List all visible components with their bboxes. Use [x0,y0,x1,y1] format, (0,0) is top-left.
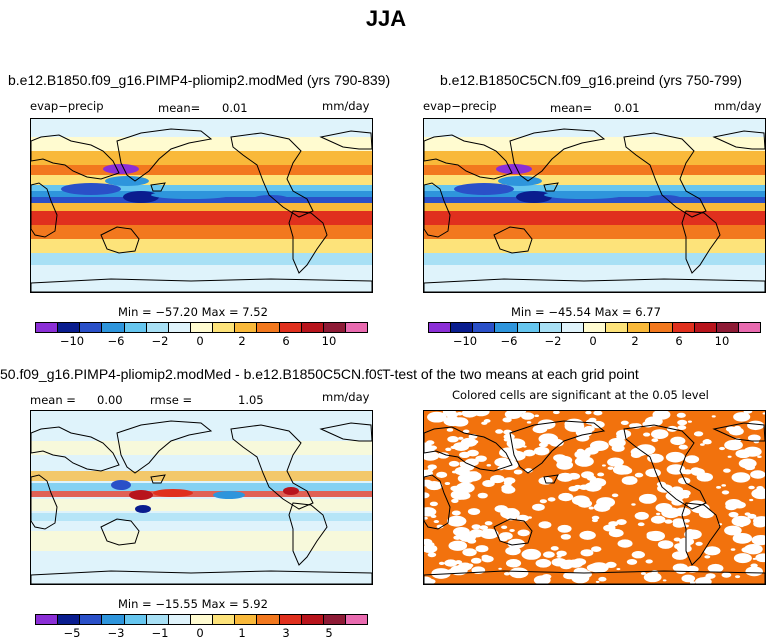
panel4-title: T-test of the two means at each grid poi… [382,366,639,382]
panel2-mean-label: mean= [550,101,593,115]
panel3-mean-value: 0.00 [97,393,123,407]
panel1-tick: −2 [151,334,169,348]
panel3-map-field [31,411,372,584]
panel3-colorbar [35,614,368,625]
panel3-rmse-label: rmse = [150,393,193,407]
panel2-title: b.e12.B1850C5CN.f09_g16.preind (yrs 750-… [440,72,742,88]
panel1-tick: 6 [282,334,290,348]
panel1-units: mm/day [322,99,370,113]
panel2-units: mm/day [714,99,762,113]
panel3-title: 50.f09_g16.PIMP4-pliomip2.modMed - b.e12… [0,366,382,382]
panel3-rmse-value: 1.05 [238,393,264,407]
panel3-tick: 0 [196,626,204,640]
panel1-title: b.e12.B1850.f09_g16.PIMP4-pliomip2.modMe… [8,72,391,88]
panel1-tick: −6 [107,334,125,348]
panel2-tick: 6 [675,334,683,348]
panel1-mean-value: 0.01 [222,101,248,115]
panel4-map-field [424,411,765,584]
figure-title: JJA [365,6,407,31]
panel3-map [30,410,373,585]
panel1-tick: 2 [238,334,246,348]
panel1-tick: 0 [196,334,204,348]
panel3-units: mm/day [322,390,370,404]
panel1-variable: evap−precip [30,99,104,113]
panel1-map-field [31,119,372,292]
panel2-tick: −10 [452,334,478,348]
panel2-tick: 2 [631,334,639,348]
panel2-minmax: Min = −45.54 Max = 6.77 [511,305,661,319]
panel3-tick: 1 [238,626,246,640]
panel3-minmax: Min = −15.55 Max = 5.92 [118,597,268,611]
panel2-map [423,118,766,293]
panel2-variable: evap−precip [423,99,497,113]
panel1-tick: −10 [59,334,85,348]
panel1-tick: 10 [321,334,337,348]
panel2-tick: −6 [500,334,518,348]
panel1-minmax: Min = −57.20 Max = 7.52 [118,305,268,319]
panel2-tick: 0 [589,334,597,348]
panel3-tick: −1 [151,626,169,640]
panel2-colorbar [428,322,761,333]
panel4-subtitle: Colored cells are significant at the 0.0… [452,388,709,402]
panel3-tick: −5 [63,626,81,640]
panel2-tick: 10 [714,334,730,348]
panel4-map [423,410,766,585]
panel2-map-field [424,119,765,292]
panel3-mean-label: mean = [30,393,76,407]
panel3-tick: 3 [282,626,290,640]
panel2-tick: −2 [544,334,562,348]
panel1-map [30,118,373,293]
panel1-mean-label: mean= [158,101,201,115]
panel2-mean-value: 0.01 [614,101,640,115]
panel3-tick: 5 [325,626,333,640]
panel3-tick: −3 [107,626,125,640]
panel1-colorbar [35,322,368,333]
